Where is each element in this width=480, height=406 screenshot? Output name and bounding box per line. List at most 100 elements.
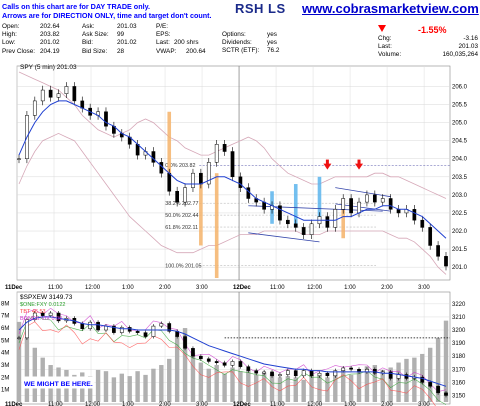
spxew-candle-body <box>317 372 322 377</box>
volume-tick-label: 7M <box>1 314 9 320</box>
price-candle-body <box>104 111 108 127</box>
spxew-candle-body <box>333 370 338 377</box>
spxew-candle-body <box>222 362 227 366</box>
price-x-tick-label: 12:00 <box>85 285 101 291</box>
spxew-candle-body <box>301 370 306 377</box>
low-label: Low: <box>2 39 16 47</box>
spxew-candle-body <box>293 370 298 377</box>
lower-y-tick-label: 3200 <box>452 328 466 334</box>
spxew-candle-body <box>159 323 164 327</box>
vwap-label: VWAP: <box>156 47 177 55</box>
lower-x-tick-label: 3:00 <box>196 402 208 406</box>
red-down-arrow-icon <box>355 163 364 170</box>
fib-label: 38.2% 202.77 <box>165 201 198 207</box>
price-x-tick-label: 1:00 <box>122 285 134 291</box>
volume-bar <box>309 374 314 402</box>
price-candle-body <box>199 172 203 185</box>
volume-bar <box>388 367 393 402</box>
legend-one-fxy: $ONE:FXY 0.0122 <box>20 302 65 308</box>
orange-marker-bar <box>199 173 203 246</box>
spxew-candle-body <box>135 331 140 333</box>
volume-bar <box>261 372 267 402</box>
lower-y-tick-label: 3170 <box>452 367 466 373</box>
sctr-label: SCTR (ETF): <box>222 47 260 55</box>
tbt-line <box>18 321 436 406</box>
price-x-tick-label: 3:00 <box>418 285 430 291</box>
price-candle-body <box>183 187 187 203</box>
bottom-note-box <box>21 376 95 389</box>
lower-x-tick-label: 3:00 <box>418 402 430 406</box>
spxew-candle-body <box>80 323 85 329</box>
quote-col-3: P/E: EPS: Last: 200 shrs VWAP: 200.64 <box>156 23 236 56</box>
chg-value: -3.16 <box>463 35 478 42</box>
bid-value: 201.02 <box>117 39 137 47</box>
sctr-value: 76.2 <box>267 47 280 55</box>
volume-label: Volume: <box>378 51 402 59</box>
price-candle-body <box>214 144 219 163</box>
volume-bar <box>135 371 140 402</box>
lower-x-tick-label: 1:00 <box>344 402 356 406</box>
price-candle-body <box>380 198 385 203</box>
price-y-tick-label: 203.5 <box>452 175 468 181</box>
price-candle-body <box>396 209 401 214</box>
ask-value: 201.03 <box>117 23 137 30</box>
price-y-tick-label: 202.0 <box>452 229 468 235</box>
spxew-candle-body <box>286 370 290 375</box>
spxew-candle-body <box>88 321 93 329</box>
volume-bar <box>206 368 211 402</box>
price-x-tick-label: 2:00 <box>381 285 393 291</box>
price-y-tick-label: 203.0 <box>452 193 468 199</box>
spxew-candle-body <box>349 367 353 370</box>
pct-change: -1.55% <box>418 25 447 35</box>
lower-x-tick-label: 12Dec <box>233 402 251 406</box>
asksize-value: 99 <box>117 31 125 39</box>
quote-col-1: Open: 202.64 High: 203.82 Low: 201.02 Pr… <box>2 23 72 56</box>
spxew-candle-body <box>436 386 440 394</box>
volume-bar <box>182 328 188 402</box>
price-y-tick-label: 204.5 <box>452 139 468 145</box>
price-y-ticks: 206.0 205.5 205.0 204.5 204.0 203.5 203.0 202.5… <box>452 84 468 271</box>
eps-label: EPS: <box>156 31 171 39</box>
disclaimer-line-2: Arrows are for DIRECTION ONLY, time and … <box>2 11 212 20</box>
lower-x-tick-label: 11:00 <box>48 402 63 406</box>
spxew-candle-body <box>238 361 243 367</box>
upper-band-line <box>18 71 447 199</box>
lower-series <box>17 307 448 406</box>
chg-label: Chg: <box>378 35 392 42</box>
price-x-tick-label: 11:00 <box>48 285 63 291</box>
volume-tick-label: 4M <box>1 351 9 357</box>
volume-bar <box>143 374 148 402</box>
price-candle-body <box>238 176 243 188</box>
volume-bar <box>174 335 180 402</box>
site-link[interactable]: www.cobrasmarketview.com <box>302 0 479 18</box>
volume-bar <box>380 369 385 402</box>
lower-chart-title: $SPXEW 3149.73 <box>20 294 73 301</box>
spxew-candle-body <box>444 392 448 396</box>
fib-label: 100.0% 201.05 <box>165 263 201 269</box>
high-value: 203.82 <box>40 31 60 39</box>
lower-y-tick-label: 3190 <box>452 341 466 347</box>
price-y-tick-label: 201.0 <box>452 265 468 271</box>
volume-bar <box>167 358 172 402</box>
volume-bar <box>348 374 354 402</box>
volume-bar <box>293 377 298 402</box>
volume-bar <box>443 320 449 402</box>
spxew-candle-body <box>112 325 116 333</box>
spxew-candle-body <box>278 374 282 377</box>
volume-tick-label: 6M <box>1 326 9 332</box>
price-candle-body <box>206 162 211 185</box>
volume-bar <box>246 369 251 402</box>
price-candle-body <box>48 89 53 98</box>
price-candle-body <box>72 86 77 102</box>
volume-bar <box>435 337 441 402</box>
volume-tick-label: 2M <box>1 375 9 381</box>
last-value: 200 shrs <box>174 39 199 47</box>
bid-label: Bid: <box>82 39 94 47</box>
spxew-candle-body <box>214 361 219 363</box>
orange-marker-bar <box>214 173 219 278</box>
spxew-candle-body <box>143 332 148 337</box>
volume-bar <box>190 352 196 402</box>
volume-tick-label: 3M <box>1 363 9 369</box>
price-candle-body <box>333 209 338 228</box>
price-y-tick-label: 204.0 <box>452 157 468 163</box>
